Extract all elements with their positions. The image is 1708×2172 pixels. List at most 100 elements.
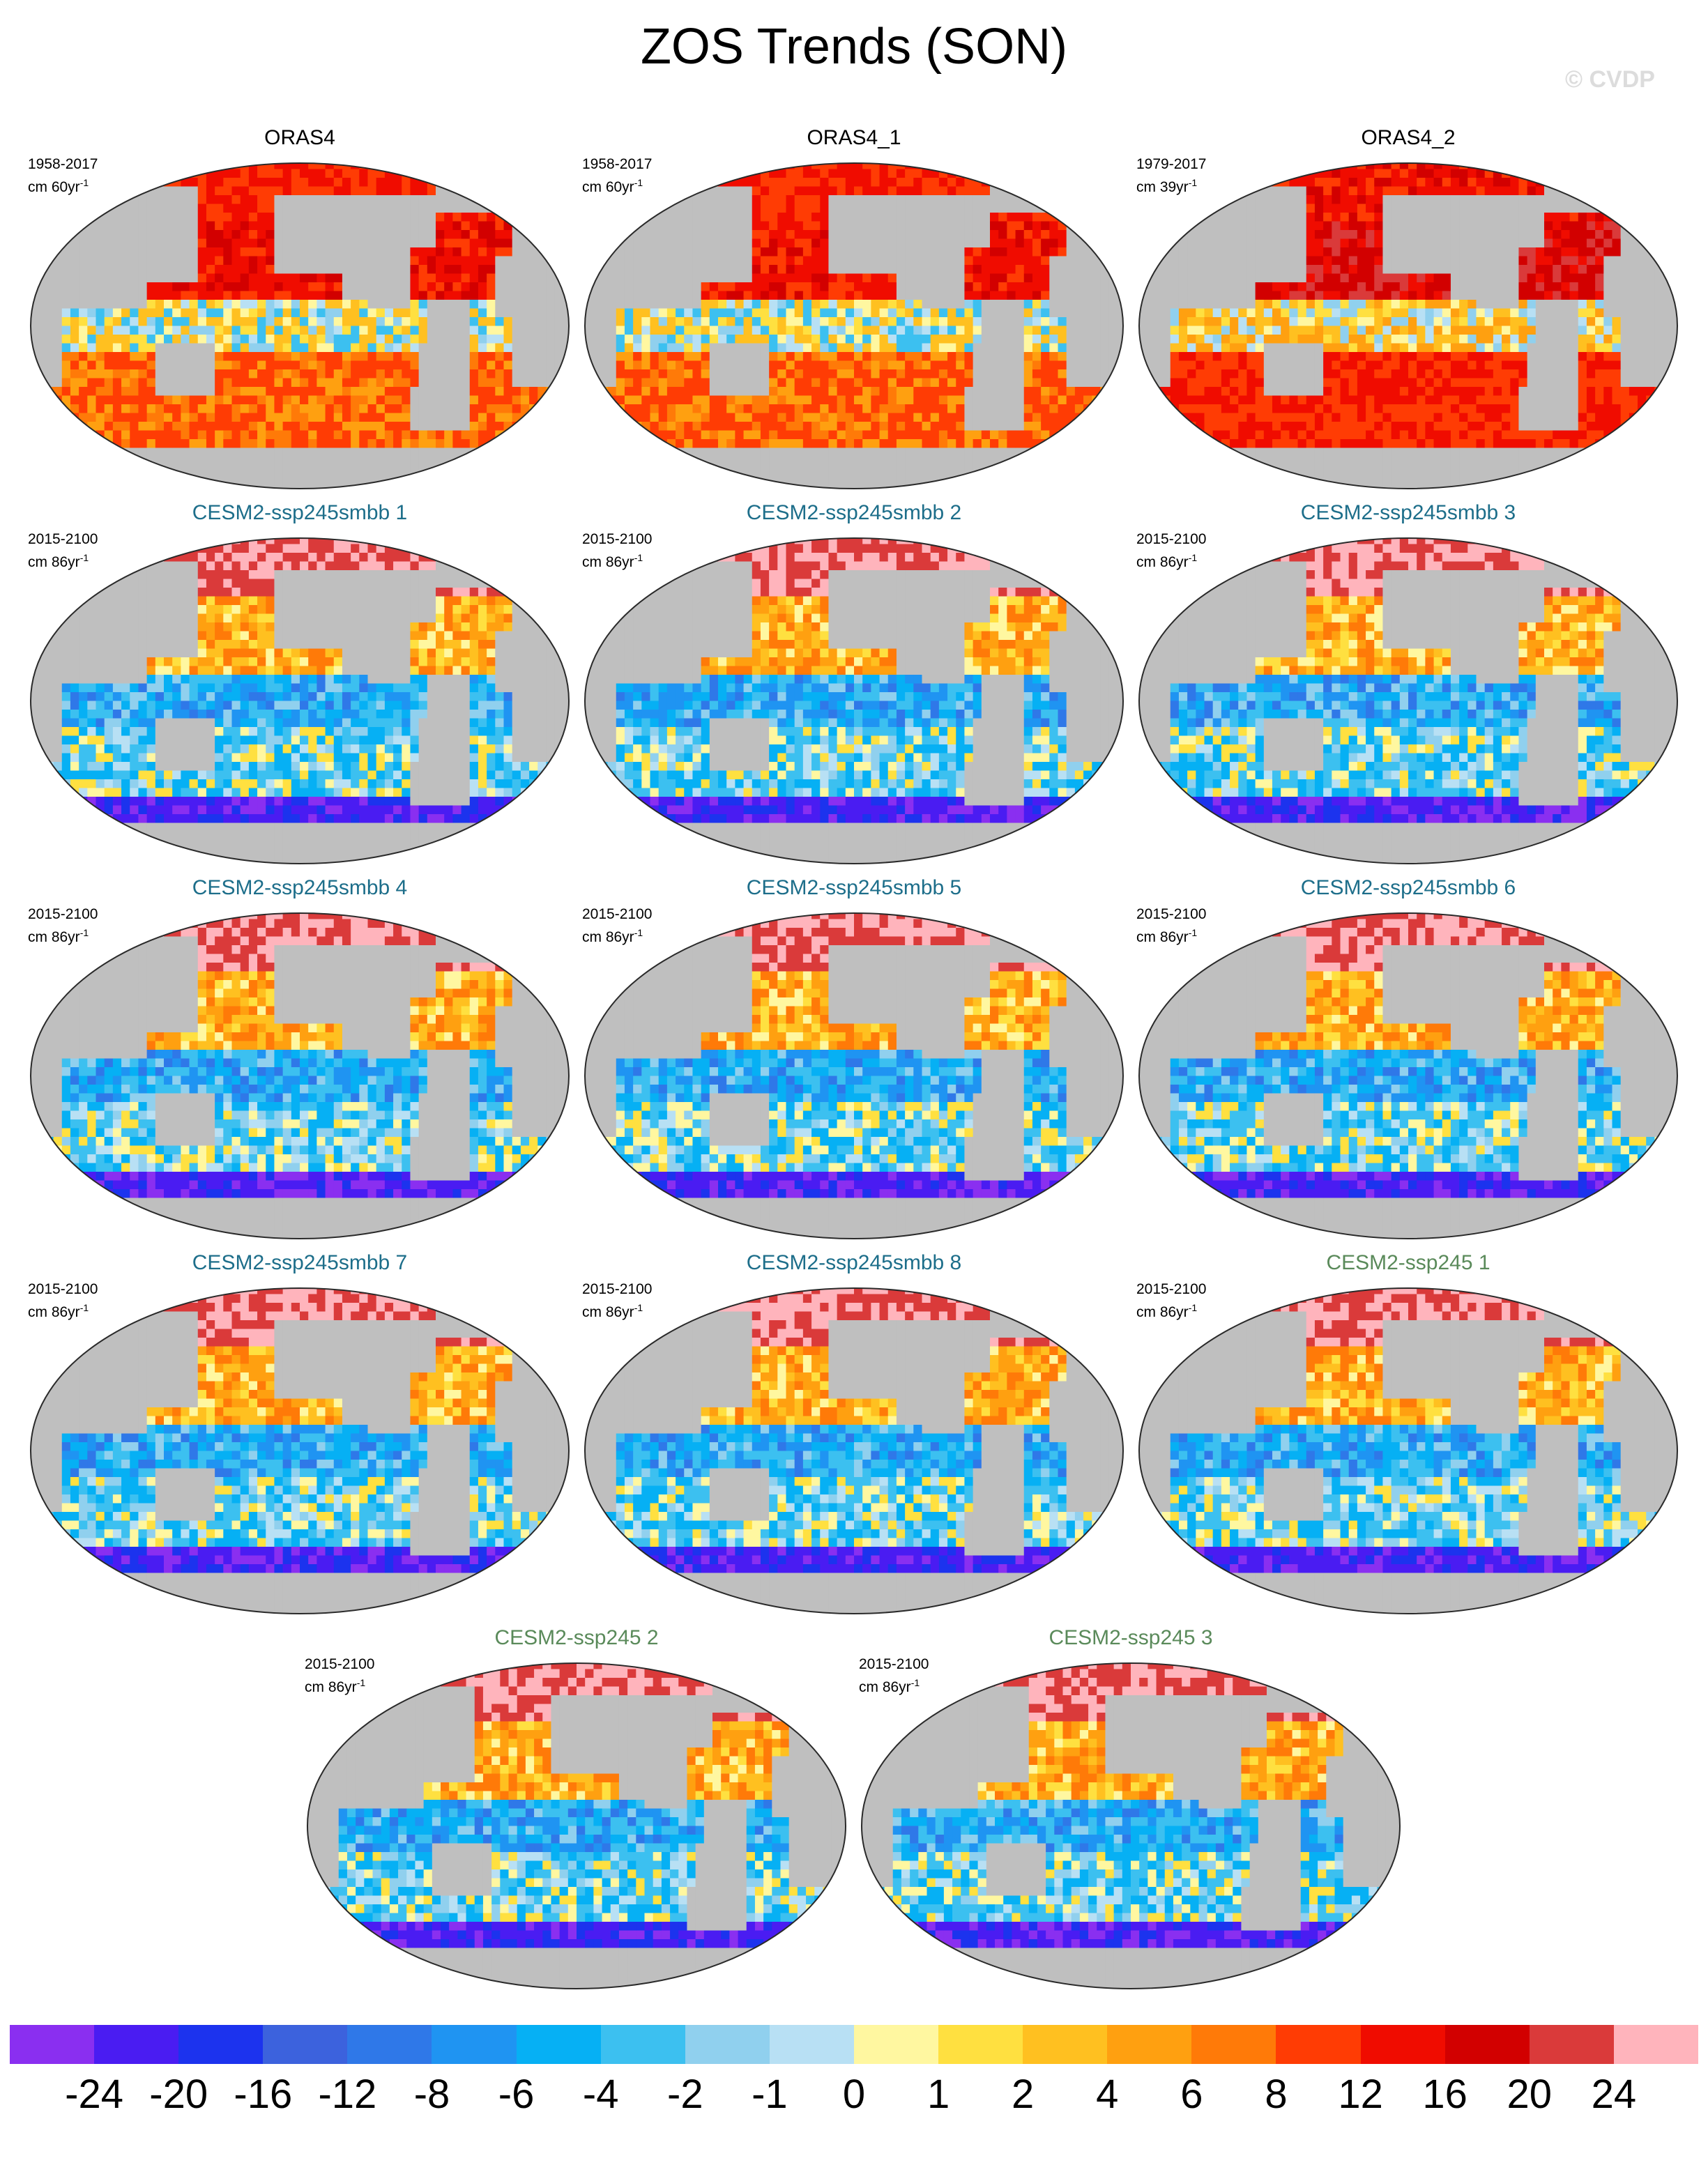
panel-title: CESM2-ssp245 1 [1136,1251,1680,1276]
map-panel: CESM2-ssp245smbb 8 2015-2100 cm 86yr-1 [582,1251,1126,1627]
colorbar-swatch [432,2025,517,2064]
colorbar-tick-label: -16 [234,2067,292,2123]
panel-units: cm 86yr-1 [1136,1299,1197,1321]
panel-title: CESM2-ssp245smbb 3 [1136,500,1680,526]
colorbar-swatch [685,2025,770,2064]
map-outline [1138,537,1678,864]
panel-units: cm 86yr-1 [859,1674,920,1696]
map-outline [1138,912,1678,1239]
colorbar-tick-label: 2 [1012,2067,1034,2123]
map-panel: CESM2-ssp245 2 2015-2100 cm 86yr-1 [305,1626,848,2002]
panel-title: CESM2-ssp245smbb 7 [28,1251,572,1276]
world-map [30,1287,570,1614]
panel-units-text: cm 86yr [859,1679,911,1695]
panel-units: cm 86yr-1 [582,549,643,571]
colorbar-swatch [94,2025,179,2064]
map-panel: ORAS4 1958-2017 cm 60yr-1 [28,125,572,502]
figure-title: ZOS Trends (SON) [0,15,1708,78]
panel-units-text: cm 86yr [305,1679,357,1695]
panel-units: cm 86yr-1 [28,924,89,946]
colorbar-swatch [769,2025,854,2064]
world-map [584,537,1124,864]
colorbar-swatch [1107,2025,1192,2064]
world-map [1138,1287,1678,1614]
panel-units: cm 86yr-1 [582,1299,643,1321]
panel-period: 2015-2100 [859,1656,929,1673]
panel-units-exponent: -1 [357,1677,365,1688]
world-map [584,162,1124,489]
world-map [584,1287,1124,1614]
panel-units: cm 86yr-1 [305,1674,365,1696]
panel-units-text: cm 86yr [1136,1304,1189,1320]
world-map [307,1662,846,1989]
panel-units-text: cm 60yr [582,179,634,195]
panel-units-exponent: -1 [1189,1302,1197,1313]
panel-units: cm 86yr-1 [28,1299,89,1321]
colorbar-tick-label: 20 [1507,2067,1553,2123]
world-map [861,1662,1401,1989]
panel-period: 1958-2017 [582,156,652,173]
panel-title: ORAS4_2 [1136,125,1680,151]
panel-period: 1958-2017 [28,156,98,173]
panel-units-text: cm 39yr [1136,179,1189,195]
panel-units-text: cm 86yr [28,1304,80,1320]
panel-period: 2015-2100 [28,1281,98,1298]
copyright-watermark: © CVDP [1565,66,1655,93]
map-outline [584,1287,1124,1614]
panel-period: 2015-2100 [305,1656,374,1673]
colorbar-tick-label: 6 [1180,2067,1203,2123]
panel-period: 2015-2100 [582,1281,652,1298]
colorbar [10,2025,1698,2064]
panel-title: CESM2-ssp245smbb 6 [1136,875,1680,901]
world-map [1138,162,1678,489]
map-panel: ORAS4_1 1958-2017 cm 60yr-1 [582,125,1126,502]
colorbar-swatch [938,2025,1023,2064]
colorbar-tick-label: 4 [1096,2067,1118,2123]
colorbar-swatch [1444,2025,1530,2064]
colorbar-tick-label: 1 [927,2067,950,2123]
panel-period: 2015-2100 [1136,1281,1206,1298]
map-panel: ORAS4_2 1979-2017 cm 39yr-1 [1136,125,1680,502]
panel-title: CESM2-ssp245smbb 8 [582,1251,1126,1276]
panel-units-text: cm 86yr [1136,554,1189,570]
panel-units-text: cm 86yr [1136,929,1189,945]
panel-units: cm 86yr-1 [1136,924,1197,946]
map-outline [30,162,570,489]
panel-units: cm 86yr-1 [28,549,89,571]
world-map [1138,912,1678,1239]
panel-units-exponent: -1 [1189,927,1197,938]
panel-units-exponent: -1 [634,1302,643,1313]
panel-units-exponent: -1 [80,177,89,188]
map-panel: CESM2-ssp245smbb 3 2015-2100 cm 86yr-1 [1136,500,1680,877]
map-panel: CESM2-ssp245smbb 4 2015-2100 cm 86yr-1 [28,875,572,1252]
map-outline [1138,1287,1678,1614]
panel-period: 2015-2100 [582,531,652,548]
colorbar-swatch [178,2025,264,2064]
map-panel: CESM2-ssp245 1 2015-2100 cm 86yr-1 [1136,1251,1680,1627]
colorbar-swatch [1529,2025,1614,2064]
colorbar-swatch [1023,2025,1108,2064]
panel-units: cm 60yr-1 [28,174,89,196]
world-map [1138,537,1678,864]
panel-units-text: cm 86yr [582,1304,634,1320]
colorbar-tick-label: -4 [583,2067,619,2123]
panel-units: cm 60yr-1 [582,174,643,196]
panel-title: ORAS4 [28,125,572,151]
panel-title: CESM2-ssp245 2 [305,1626,848,1651]
panel-units-exponent: -1 [80,552,89,563]
colorbar-swatch [263,2025,348,2064]
panel-title: CESM2-ssp245 3 [859,1626,1403,1651]
panel-units-exponent: -1 [1189,177,1197,188]
colorbar-swatch [1360,2025,1445,2064]
map-outline [30,537,570,864]
panel-period: 1979-2017 [1136,156,1206,173]
colorbar-swatch [516,2025,601,2064]
colorbar-tick-label: -20 [149,2067,208,2123]
colorbar-swatch [1191,2025,1276,2064]
colorbar-tick-label: -2 [667,2067,703,2123]
panel-title: ORAS4_1 [582,125,1126,151]
map-outline [30,1287,570,1614]
panel-period: 2015-2100 [1136,906,1206,923]
colorbar-tick-label: 12 [1338,2067,1383,2123]
panel-units-text: cm 86yr [28,929,80,945]
